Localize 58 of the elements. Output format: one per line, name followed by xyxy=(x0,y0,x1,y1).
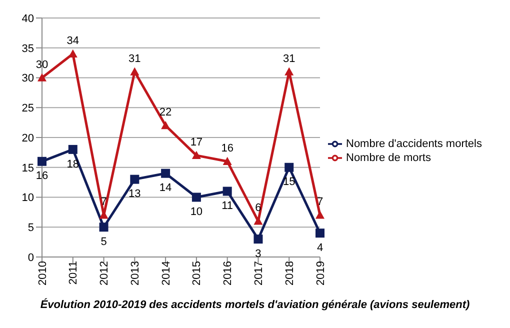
data-label: 14 xyxy=(159,182,172,194)
point xyxy=(254,234,263,244)
x-tick-label: 2011 xyxy=(68,261,80,285)
data-label: 31 xyxy=(128,52,141,65)
point xyxy=(254,216,263,225)
y-tick-label: 15 xyxy=(22,162,34,174)
point xyxy=(161,168,170,178)
y-tick-label: 25 xyxy=(22,102,34,115)
legend-label: Nombre de morts xyxy=(346,151,431,164)
data-label: 7 xyxy=(100,196,107,208)
point xyxy=(284,162,294,172)
x-tick-label: 2015 xyxy=(191,261,204,286)
data-label: 10 xyxy=(190,206,203,218)
x-tick-label: 2018 xyxy=(284,261,296,286)
data-label: 15 xyxy=(282,176,296,188)
y-tick-label: 35 xyxy=(22,42,34,55)
data-label: 22 xyxy=(159,106,172,119)
point xyxy=(316,228,324,238)
x-tick-label: 2012 xyxy=(98,261,111,286)
point xyxy=(161,121,170,130)
data-label: 16 xyxy=(36,170,48,182)
x-tick-label: 2014 xyxy=(160,261,172,286)
x-tick-label: 2016 xyxy=(222,261,234,286)
data-label: 34 xyxy=(66,34,80,47)
y-tick-label: 30 xyxy=(22,72,34,85)
x-tick-label: 2013 xyxy=(129,261,142,286)
point xyxy=(222,186,232,196)
y-tick-label: 5 xyxy=(28,222,34,234)
point xyxy=(38,73,46,82)
x-tick-label: 2019 xyxy=(314,261,327,286)
y-tick-label: 20 xyxy=(22,132,34,144)
data-label: 4 xyxy=(316,242,324,254)
data-label: 13 xyxy=(128,188,141,200)
point xyxy=(130,174,140,184)
y-tick-label: 0 xyxy=(28,252,34,264)
data-label: 5 xyxy=(100,236,107,248)
data-label: 16 xyxy=(221,142,234,154)
point xyxy=(192,192,201,202)
data-label: 31 xyxy=(282,52,296,65)
y-tick-label: 40 xyxy=(22,12,34,25)
data-label: 17 xyxy=(190,136,203,148)
point xyxy=(222,156,232,165)
x-tick-label: 2010 xyxy=(36,261,49,286)
y-tick-label: 10 xyxy=(22,192,34,204)
x-tick-label: 2017 xyxy=(253,261,266,286)
point xyxy=(284,67,294,76)
point xyxy=(316,210,324,219)
legend-label: Nombre d'accidents mortels xyxy=(346,137,482,150)
data-label: 11 xyxy=(222,200,234,212)
point xyxy=(68,144,78,154)
point xyxy=(130,67,140,76)
point xyxy=(192,150,201,160)
data-label: 30 xyxy=(36,58,48,71)
point xyxy=(38,156,46,166)
data-label: 18 xyxy=(66,158,80,170)
data-label: 3 xyxy=(255,248,262,260)
point xyxy=(99,222,108,232)
text: Évolution 2010-2019 des accidents mortels d'aviation générale (avions seulement) xyxy=(39,299,471,311)
